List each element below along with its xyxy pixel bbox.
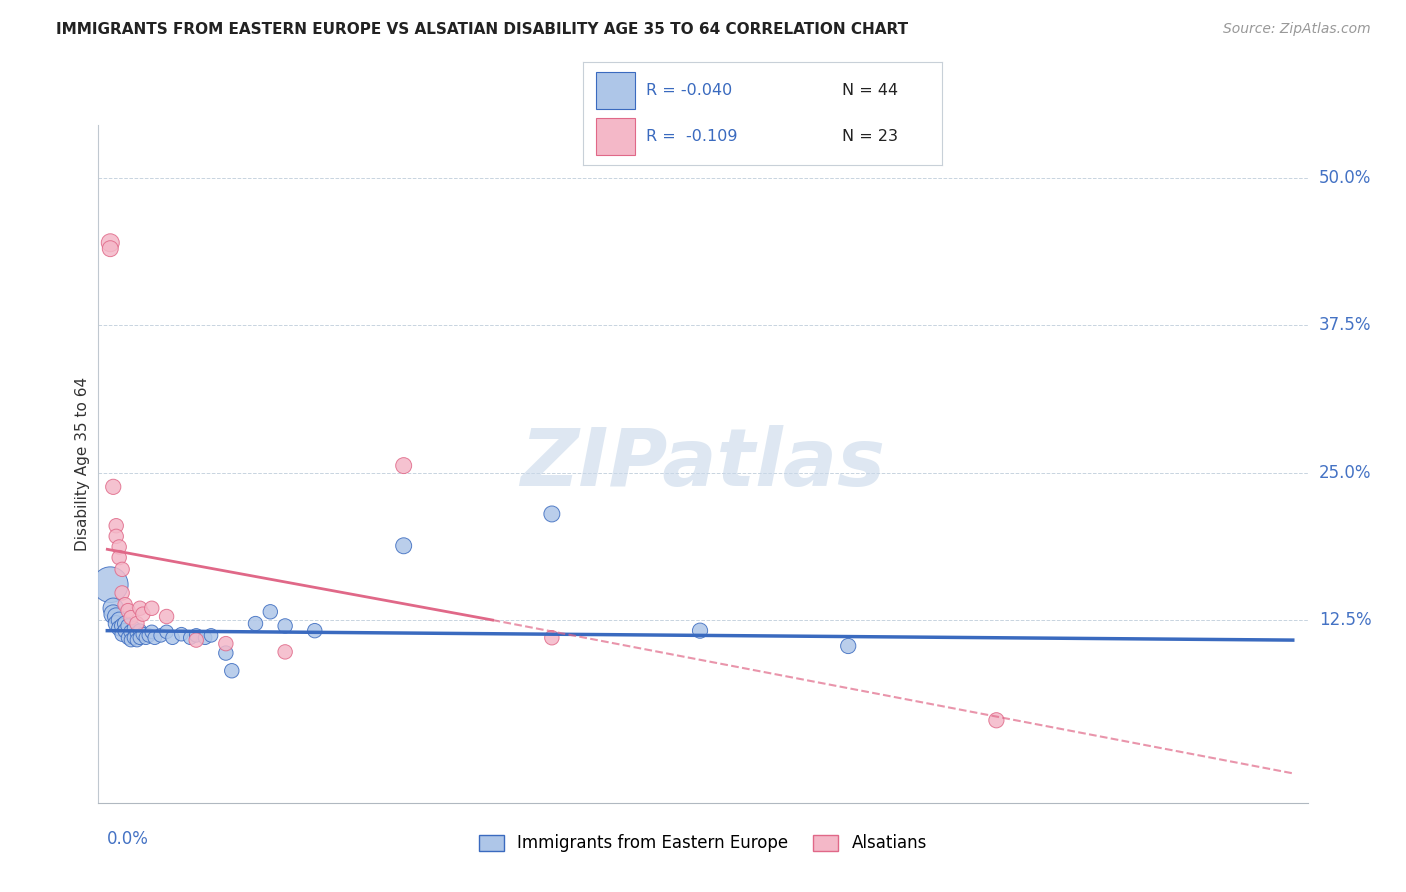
Point bbox=[179, 631, 201, 645]
Point bbox=[141, 624, 163, 639]
Point bbox=[162, 631, 184, 645]
Point bbox=[120, 610, 142, 624]
Point bbox=[149, 628, 172, 642]
Point bbox=[114, 624, 136, 638]
Point bbox=[98, 577, 121, 591]
Point bbox=[215, 637, 238, 651]
Point bbox=[155, 609, 177, 624]
Point bbox=[132, 607, 155, 622]
Point bbox=[105, 609, 128, 624]
Point bbox=[117, 631, 139, 645]
Point bbox=[117, 604, 139, 618]
Point bbox=[98, 235, 121, 250]
Point bbox=[122, 631, 145, 645]
Point bbox=[132, 627, 155, 641]
Point bbox=[108, 540, 131, 554]
Point bbox=[186, 628, 208, 642]
Text: R = -0.040: R = -0.040 bbox=[647, 83, 733, 97]
Point bbox=[143, 631, 166, 645]
Point bbox=[108, 613, 131, 627]
Point bbox=[120, 633, 142, 648]
Point bbox=[141, 601, 163, 615]
Point bbox=[138, 628, 160, 642]
Point bbox=[221, 664, 243, 678]
Point bbox=[392, 539, 415, 553]
Point bbox=[111, 586, 134, 600]
Point bbox=[186, 633, 208, 648]
Point bbox=[304, 624, 326, 638]
Text: N = 44: N = 44 bbox=[842, 83, 898, 97]
Point bbox=[105, 529, 128, 543]
Text: R =  -0.109: R = -0.109 bbox=[647, 128, 738, 144]
Point bbox=[259, 605, 281, 619]
Point bbox=[108, 550, 131, 565]
Text: ZIPatlas: ZIPatlas bbox=[520, 425, 886, 503]
Point bbox=[170, 627, 193, 641]
Point bbox=[129, 624, 152, 638]
Point bbox=[540, 631, 562, 645]
Text: 37.5%: 37.5% bbox=[1319, 317, 1371, 334]
Point bbox=[122, 621, 145, 635]
Point bbox=[117, 619, 139, 633]
Point bbox=[392, 458, 415, 473]
Point bbox=[98, 242, 121, 256]
Point bbox=[120, 624, 142, 639]
FancyBboxPatch shape bbox=[596, 118, 636, 155]
Point bbox=[108, 621, 131, 635]
Text: 50.0%: 50.0% bbox=[1319, 169, 1371, 187]
Point bbox=[215, 646, 238, 660]
Point bbox=[274, 645, 297, 659]
Point bbox=[125, 626, 148, 640]
Point bbox=[125, 616, 148, 631]
Point bbox=[689, 624, 711, 638]
Y-axis label: Disability Age 35 to 64: Disability Age 35 to 64 bbox=[75, 376, 90, 551]
Point bbox=[111, 562, 134, 576]
Point bbox=[105, 616, 128, 631]
Point bbox=[125, 633, 148, 648]
Point bbox=[200, 628, 222, 642]
Point bbox=[111, 619, 134, 633]
Text: N = 23: N = 23 bbox=[842, 128, 897, 144]
Point bbox=[540, 507, 562, 521]
Text: 12.5%: 12.5% bbox=[1319, 611, 1371, 629]
Text: IMMIGRANTS FROM EASTERN EUROPE VS ALSATIAN DISABILITY AGE 35 TO 64 CORRELATION C: IMMIGRANTS FROM EASTERN EUROPE VS ALSATI… bbox=[56, 22, 908, 37]
Text: 25.0%: 25.0% bbox=[1319, 464, 1371, 482]
Point bbox=[103, 601, 125, 615]
Point bbox=[103, 607, 125, 622]
Point bbox=[274, 619, 297, 633]
Point bbox=[114, 616, 136, 631]
Point bbox=[129, 631, 152, 645]
Point bbox=[194, 631, 217, 645]
Point bbox=[103, 480, 125, 494]
Point bbox=[135, 631, 157, 645]
Point bbox=[245, 616, 267, 631]
Point bbox=[114, 598, 136, 612]
Legend: Immigrants from Eastern Europe, Alsatians: Immigrants from Eastern Europe, Alsatian… bbox=[472, 828, 934, 859]
Point bbox=[155, 624, 177, 639]
Point bbox=[129, 601, 152, 615]
Text: Source: ZipAtlas.com: Source: ZipAtlas.com bbox=[1223, 22, 1371, 37]
FancyBboxPatch shape bbox=[596, 71, 636, 109]
Point bbox=[111, 627, 134, 641]
Text: 0.0%: 0.0% bbox=[107, 830, 149, 848]
Point bbox=[837, 639, 859, 653]
Point bbox=[105, 518, 128, 533]
Point bbox=[986, 713, 1008, 727]
